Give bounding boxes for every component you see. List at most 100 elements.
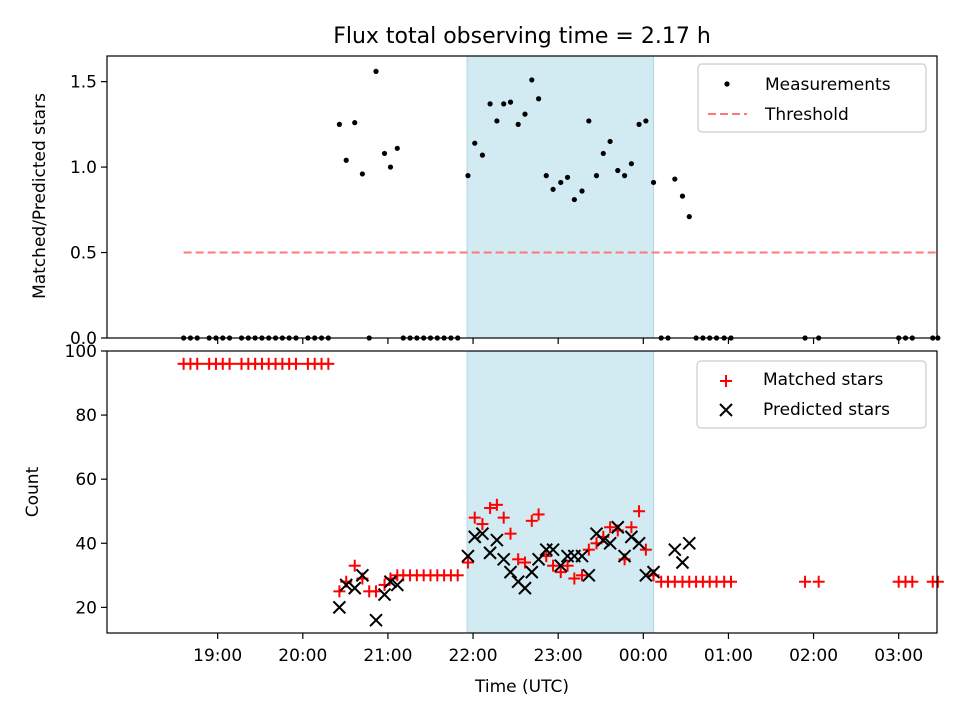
predicted-stars-point [596, 533, 611, 547]
x-tick-label: 22:00 [449, 646, 498, 666]
matched-stars-point [633, 505, 646, 518]
measurements-point [536, 96, 542, 102]
measurements-point [472, 140, 478, 146]
measurements-point [564, 174, 571, 180]
ratio-highlight-span [466, 55, 655, 339]
predicted-stars-point [339, 578, 353, 592]
x-tick-label: 20:00 [278, 646, 327, 666]
matched-stars-point [568, 572, 581, 585]
x-tick-label: 21:00 [363, 646, 412, 666]
ratio-legend-box [697, 63, 927, 133]
predicted-stars-point [525, 565, 539, 579]
matched-stars-point [504, 527, 517, 540]
measurements-point [586, 118, 592, 124]
predicted-stars-point [582, 568, 596, 583]
predicted-stars-point [603, 536, 617, 550]
x-tick-label: 00:00 [619, 646, 668, 666]
matched-stars-point [348, 559, 361, 572]
matched-stars-point [468, 511, 481, 524]
matched-stars-point [604, 521, 617, 534]
matched-stars-point [582, 543, 595, 556]
matched-stars-point [476, 518, 489, 531]
predicted-stars-point [546, 542, 560, 557]
matched-stars-point [547, 559, 560, 572]
counts-marks [177, 357, 944, 627]
matched-stars-point [191, 357, 204, 370]
predicted-stars-point [639, 568, 653, 583]
predicted-stars-point [617, 549, 632, 563]
ratio-y-axis-label: Matched/Predicted stars [30, 93, 50, 299]
measurements-point [558, 179, 564, 186]
matched-stars-point [931, 575, 944, 588]
x-axis-label: Time (UTC) [474, 677, 569, 697]
legend-predicted-label: Predicted stars [763, 400, 890, 420]
measurements-point [336, 121, 342, 127]
ratio-panel: 0.0 0.5 1.0 1.5 Matched/Predicted stars Mea… [30, 55, 941, 349]
ratio-y-tick-label: 1.5 [70, 73, 97, 93]
matched-stars-point [289, 357, 302, 370]
matched-stars-point [461, 556, 474, 569]
matched-stars-point [322, 357, 335, 370]
ratio-axes: 0.0 0.5 1.0 1.5 [70, 55, 938, 349]
matched-stars-point [490, 498, 503, 511]
matched-stars-point [512, 553, 525, 566]
counts-observing-span [466, 350, 655, 634]
predicted-stars-point [332, 600, 347, 615]
legend-matched-marker [720, 375, 732, 387]
predicted-stars-point [554, 558, 568, 573]
matched-stars-point [518, 556, 531, 569]
predicted-stars-point [611, 520, 625, 534]
measurements-point [522, 111, 528, 117]
predicted-stars-point [475, 526, 490, 541]
legend-predicted-marker [719, 403, 733, 417]
measurements-point [359, 171, 365, 177]
counts-y-axis-label: Count [23, 466, 43, 517]
predicted-stars-point [490, 533, 504, 547]
counts-y-tick-label: 100 [65, 342, 97, 362]
predicted-stars-point [575, 549, 589, 563]
counts-highlight-span [466, 350, 655, 634]
predicted-stars-point [369, 613, 383, 627]
matched-stars-point [554, 566, 567, 579]
predicted-stars-point [503, 565, 518, 579]
counts-legend-box [696, 360, 927, 429]
measurements-point [373, 68, 379, 74]
counts-legend: Matched stars Predicted stars [696, 360, 927, 429]
measurements-point [529, 77, 535, 83]
matched-stars-point [561, 559, 574, 572]
predicted-stars-point [377, 587, 392, 602]
measurements-point [579, 188, 585, 194]
ratio-y-tick-label: 0.0 [70, 329, 97, 349]
counts-panel: 20 40 60 80 100 19:00 20:00 21:00 22:00 23:00 00:0… [23, 342, 944, 666]
measurements-point [628, 161, 634, 167]
measurements-point [571, 196, 577, 203]
predicted-stars-point [646, 565, 661, 579]
matched-stars-point [906, 575, 919, 588]
predicted-stars-point [632, 536, 646, 550]
predicted-stars-point [518, 581, 532, 595]
predicted-stars-point [675, 555, 690, 570]
legend-measurements-marker [724, 81, 730, 87]
predicted-stars-point [496, 552, 511, 567]
x-tick-label: 19:00 [193, 646, 242, 666]
measurements-point [494, 118, 500, 124]
predicted-stars-point [383, 575, 398, 589]
predicted-stars-point [355, 568, 370, 583]
measurements-point [387, 164, 394, 170]
measurements-point [650, 179, 657, 186]
matched-stars-point [532, 508, 545, 521]
counts-y-tick-label: 20 [75, 598, 97, 618]
x-tick-label: 02:00 [789, 646, 838, 666]
predicted-stars-point [531, 552, 546, 567]
ratio-y-tick-label: 0.5 [70, 244, 97, 264]
matched-stars-point [625, 521, 638, 534]
counts-frame [106, 350, 938, 634]
matched-stars-point [639, 543, 652, 556]
legend-threshold-label: Threshold [764, 105, 849, 125]
predicted-stars-point [468, 530, 482, 544]
measurements-point [621, 173, 628, 179]
counts-y-tick-label: 80 [75, 406, 97, 426]
counts-y-tick-label: 40 [75, 534, 97, 554]
